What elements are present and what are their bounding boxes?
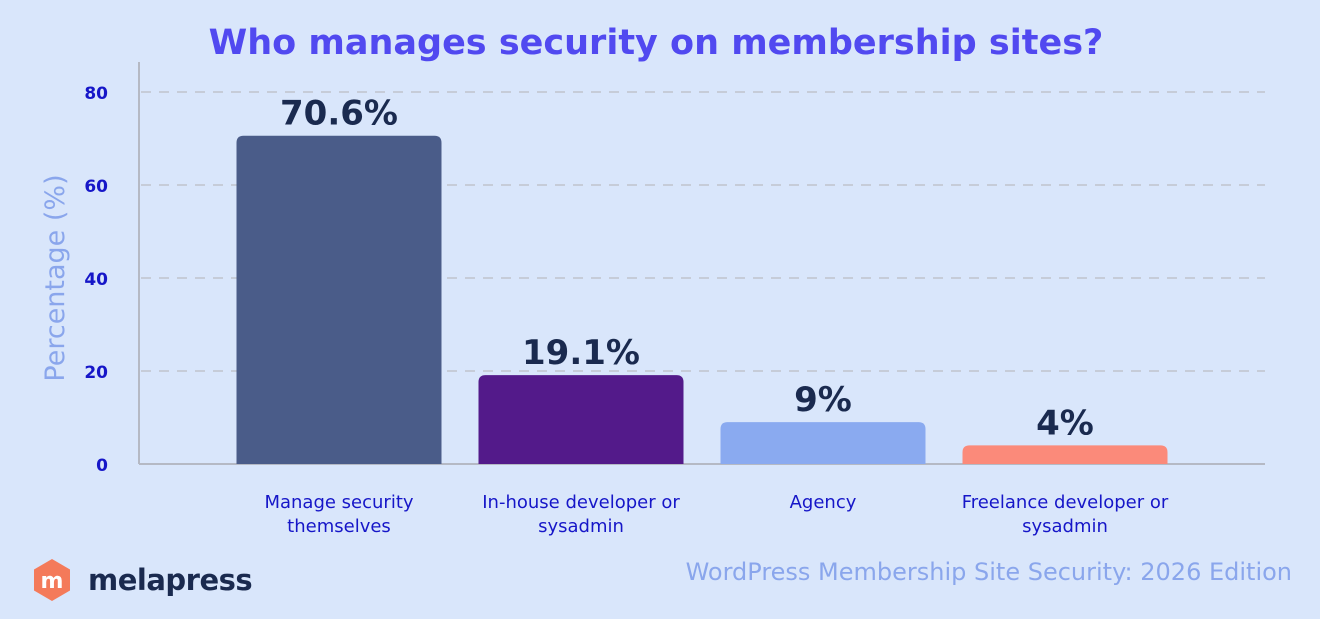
melapress-logo-icon: m <box>34 559 70 601</box>
x-tick-label: In-house developer or sysadmin <box>482 492 680 537</box>
melapress-logo: m melapress <box>30 558 253 602</box>
x-tick-label: Agency <box>790 492 857 513</box>
data-label: 9% <box>794 380 852 420</box>
x-tick-label: Manage security themselves <box>264 492 413 537</box>
edition-caption: WordPress Membership Site Security: 2026… <box>685 558 1292 586</box>
bars <box>236 135 1168 464</box>
y-tick-label: 80 <box>84 84 108 104</box>
category-labels: Manage security themselves In-house develo… <box>264 492 1168 537</box>
data-label: 70.6% <box>280 94 398 134</box>
y-tick-label: 60 <box>84 177 108 197</box>
data-labels: 70.6% 19.1% 9% 4% <box>280 94 1094 444</box>
logo-letter: m <box>41 569 64 594</box>
bar <box>478 375 684 464</box>
bar <box>236 135 442 464</box>
y-tick-label: 20 <box>84 363 108 383</box>
bar <box>962 445 1168 464</box>
brand-name: melapress <box>88 563 253 597</box>
chart-title: Who manages security on membership sites… <box>209 23 1104 63</box>
data-label: 4% <box>1036 403 1094 443</box>
y-axis-label: Percentage (%) <box>40 174 71 381</box>
y-tick-label: 0 <box>96 456 108 476</box>
y-tick-label: 40 <box>84 270 108 290</box>
bar <box>720 422 926 464</box>
y-axis-ticks: 0 20 40 60 80 <box>84 84 108 476</box>
x-tick-label: Freelance developer or sysadmin <box>962 492 1169 537</box>
data-label: 19.1% <box>522 333 640 373</box>
